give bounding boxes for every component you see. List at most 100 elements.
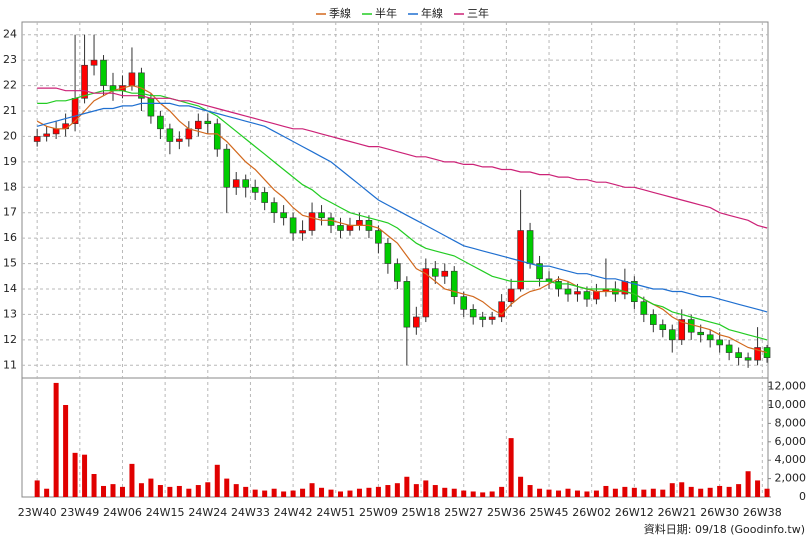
candle-body	[176, 138, 183, 142]
candle-body	[299, 230, 306, 234]
x-tick-label: 26W02	[572, 506, 611, 519]
candle-body	[261, 192, 268, 203]
candle-body	[488, 316, 496, 320]
volume-bar	[262, 490, 268, 497]
volume-bar	[328, 489, 334, 497]
candle-body	[33, 136, 41, 142]
volume-bar	[669, 483, 675, 497]
candle-body	[308, 212, 316, 231]
volume-bar	[195, 485, 201, 497]
volume-bar	[745, 471, 751, 497]
candle-body	[232, 179, 240, 188]
candle-body	[223, 148, 231, 188]
volume-bar	[470, 491, 476, 497]
x-tick-label: 24W33	[231, 506, 270, 519]
ma-line	[37, 87, 768, 229]
volume-bar	[717, 485, 723, 497]
ma-line	[37, 90, 768, 341]
volume-bar	[660, 489, 666, 497]
volume-bar	[148, 478, 154, 497]
volume-bar	[480, 492, 486, 497]
volume-bar	[44, 488, 50, 497]
volume-bar	[271, 488, 277, 497]
volume-bar	[281, 491, 287, 497]
y-tick-label: 14	[3, 282, 17, 295]
candle-body	[157, 115, 164, 130]
candle-body	[564, 288, 572, 295]
y-tick-label: 19	[3, 155, 17, 168]
candle-body	[289, 217, 297, 234]
volume-bar	[300, 488, 306, 497]
x-tick-label: 24W24	[188, 506, 227, 519]
candle-body	[413, 316, 420, 328]
volume-bar	[63, 405, 69, 497]
volume-bar	[527, 485, 533, 497]
volume-bar	[319, 487, 325, 497]
y-tick-label: 11	[3, 358, 17, 371]
candle-body	[100, 59, 107, 86]
volume-bar	[224, 478, 230, 497]
x-tick-label: 24W15	[146, 506, 185, 519]
y2-tick-label: 0	[799, 490, 806, 503]
x-tick-label: 26W30	[700, 506, 739, 519]
candle-body	[318, 212, 325, 219]
y2-tick-label: 10,000	[768, 398, 807, 411]
volume-bar	[461, 490, 467, 497]
candle-body	[128, 72, 136, 86]
y-tick-label: 24	[3, 28, 17, 41]
volume-bar	[394, 483, 400, 497]
candle-body	[147, 97, 155, 117]
candle-body	[469, 309, 477, 318]
volume-bar	[356, 488, 362, 497]
volume-bar	[451, 488, 457, 497]
volume-bar	[489, 491, 495, 497]
candle-body	[507, 288, 515, 303]
candle-body	[441, 270, 449, 277]
candle-body	[242, 179, 250, 188]
y-tick-label: 20	[3, 129, 17, 142]
volume-bar	[413, 484, 419, 497]
volume-bar	[385, 485, 391, 497]
y-tick-label: 23	[3, 53, 17, 66]
legend-label: 年線	[421, 6, 443, 20]
volume-bar	[698, 488, 704, 497]
footer: 資料日期: 09/18 (Goodinfo.tw)	[644, 522, 805, 536]
volume-bar	[205, 482, 211, 497]
candle-body	[517, 230, 524, 290]
volume-bar	[546, 489, 552, 497]
candle-body	[195, 120, 202, 130]
candle-body	[498, 301, 505, 318]
x-tick-label: 26W12	[615, 506, 654, 519]
candle-body	[81, 64, 88, 99]
candle-body	[280, 212, 287, 219]
volume-bar	[214, 464, 220, 497]
legend-label: 半年	[375, 6, 397, 20]
volume-bar	[82, 454, 88, 497]
x-tick-label: 24W51	[316, 506, 355, 519]
volume-bar	[347, 490, 353, 497]
volume-bar	[423, 480, 429, 497]
volume-bar	[252, 489, 258, 497]
candle-body	[43, 133, 50, 137]
candle-body	[574, 291, 581, 295]
volume-bar	[764, 488, 770, 497]
y-tick-label: 21	[3, 104, 17, 117]
candle-body	[270, 202, 278, 214]
x-tick-label: 25W09	[359, 506, 398, 519]
candle-body	[631, 281, 638, 303]
candle-body	[185, 128, 193, 140]
volume-bar	[565, 488, 571, 497]
legend-label: 三年	[467, 6, 489, 20]
volume-bar	[366, 487, 372, 497]
volume-bar	[755, 480, 761, 497]
x-tick-label: 25W36	[487, 506, 526, 519]
candle-body	[450, 270, 458, 297]
candle-body	[479, 316, 486, 320]
volume-bar	[688, 486, 694, 497]
volume-bar	[707, 487, 713, 497]
volume-bar	[375, 486, 381, 497]
volume-bar	[650, 488, 656, 497]
y-tick-label: 17	[3, 206, 17, 219]
volume-bar	[508, 438, 514, 497]
volume-bar	[556, 490, 562, 497]
